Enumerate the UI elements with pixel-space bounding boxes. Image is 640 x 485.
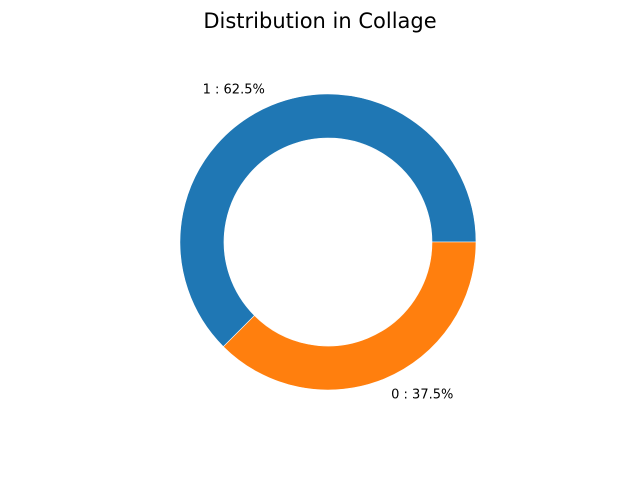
slice-label-1: 1 : 62.5%	[203, 83, 265, 98]
donut-slices	[179, 93, 477, 391]
chart-title: Distribution in Collage	[203, 9, 436, 33]
donut-slice-1	[179, 93, 477, 348]
slice-label-0: 0 : 37.5%	[391, 387, 453, 402]
donut-slice-0	[222, 241, 477, 391]
slice-labels: 1 : 62.5% 0 : 37.5%	[203, 83, 454, 403]
